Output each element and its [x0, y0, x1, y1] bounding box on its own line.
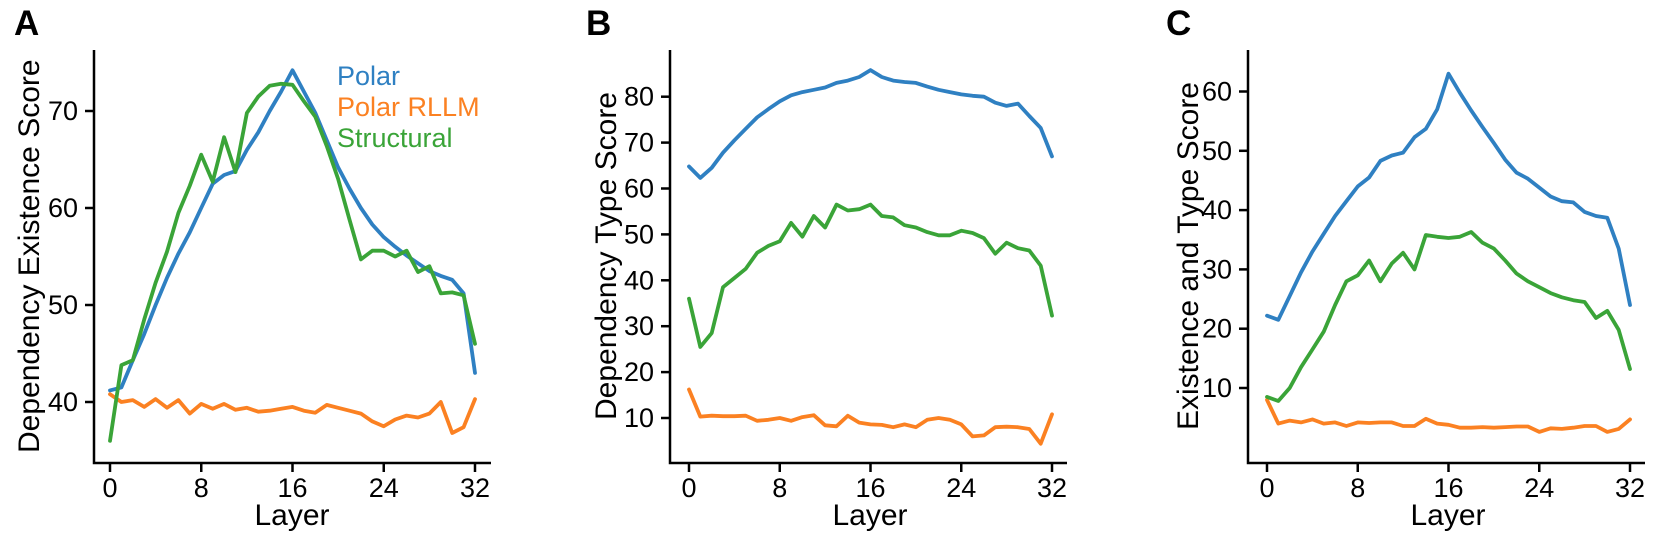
- y-tick-label: 10: [624, 403, 654, 433]
- panel-a-x-axis-label: Layer: [254, 499, 330, 532]
- y-tick-label: 60: [48, 193, 78, 223]
- panel-c-y-axis-label: Existence and Type Score: [1172, 82, 1205, 431]
- y-tick-label: 40: [624, 265, 654, 295]
- x-tick-label: 32: [1615, 473, 1645, 503]
- panel-b-y-axis-label: Dependency Type Score: [590, 92, 623, 421]
- legend-item-structural: Structural: [337, 123, 453, 153]
- y-tick-label: 40: [48, 387, 78, 417]
- x-tick-label: 0: [681, 473, 696, 503]
- series-line-polar-rllm: [687, 387, 1054, 446]
- y-tick-label: 50: [48, 290, 78, 320]
- panel-b: 10 20 30 40 50 60 70 80 0 8 16 24 32: [624, 50, 1067, 503]
- y-tick-label: 70: [48, 96, 78, 126]
- series-line-structural: [108, 81, 477, 443]
- y-tick-label: 50: [624, 219, 654, 249]
- series-line-structural: [687, 202, 1054, 349]
- panel-b-x-axis-label: Layer: [832, 499, 908, 532]
- y-tick-label: 60: [1202, 77, 1232, 107]
- y-tick-label: 50: [1202, 136, 1232, 166]
- x-tick-label: 24: [946, 473, 976, 503]
- series-line-structural: [1265, 230, 1632, 403]
- series-line-polar: [1265, 71, 1632, 322]
- y-tick-label: 40: [1202, 195, 1232, 225]
- y-tick-label: 20: [1202, 314, 1232, 344]
- y-tick-label: 20: [624, 357, 654, 387]
- y-tick-label: 60: [624, 174, 654, 204]
- legend: Polar Polar RLLM Structural: [337, 61, 480, 154]
- x-tick-label: 24: [369, 473, 399, 503]
- panel-a: 40 50 60 70 0 8 16 24 32: [48, 50, 491, 503]
- x-tick-label: 0: [1259, 473, 1274, 503]
- x-tick-label: 0: [102, 473, 117, 503]
- x-tick-label: 32: [460, 473, 490, 503]
- x-tick-label: 8: [1350, 473, 1365, 503]
- y-tick-label: 80: [624, 82, 654, 112]
- x-tick-label: 32: [1037, 473, 1067, 503]
- series-line-polar-rllm: [108, 392, 477, 435]
- panel-a-y-axis-label: Dependency Existence Score: [13, 59, 46, 454]
- axis-spine: [1246, 50, 1645, 465]
- legend-item-polar-rllm: Polar RLLM: [337, 92, 480, 122]
- panel-c-letter: C: [1166, 4, 1192, 43]
- axis-spine: [92, 50, 491, 465]
- series-line-polar-rllm: [1265, 397, 1632, 434]
- axis-spine: [668, 50, 1067, 465]
- series-line-polar: [687, 68, 1054, 180]
- y-tick-label: 70: [624, 128, 654, 158]
- x-tick-label: 16: [277, 473, 307, 503]
- legend-item-polar: Polar: [337, 61, 401, 91]
- x-tick-label: 24: [1524, 473, 1554, 503]
- panel-c: 10 20 30 40 50 60 0 8 16 24 32: [1202, 50, 1645, 503]
- x-tick-label: 8: [772, 473, 787, 503]
- x-tick-label: 16: [855, 473, 885, 503]
- panel-c-x-axis-label: Layer: [1410, 499, 1486, 532]
- y-tick-label: 30: [1202, 254, 1232, 284]
- y-tick-label: 30: [624, 311, 654, 341]
- series-line-polar: [108, 68, 477, 393]
- panel-a-letter: A: [14, 4, 40, 43]
- x-tick-label: 8: [194, 473, 209, 503]
- y-tick-label: 10: [1202, 373, 1232, 403]
- x-tick-label: 16: [1433, 473, 1463, 503]
- panel-b-letter: B: [586, 4, 612, 43]
